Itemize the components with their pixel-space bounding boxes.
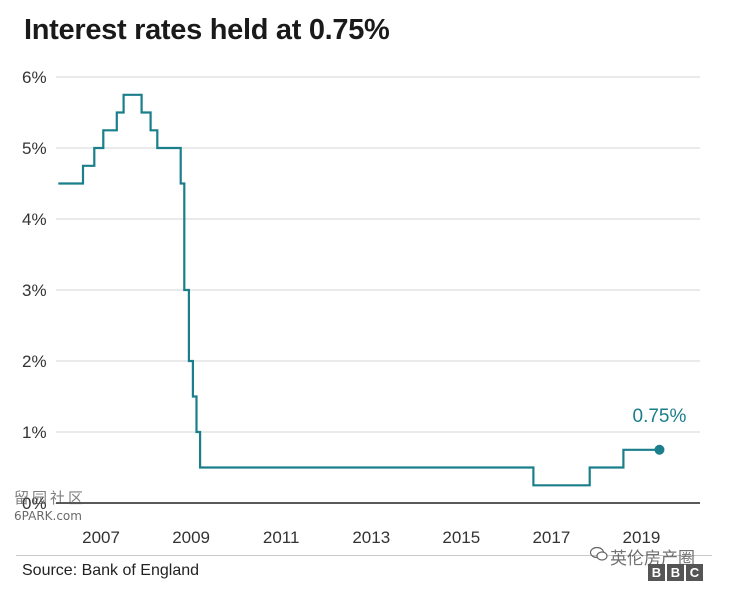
y-tick-label: 5% — [22, 139, 47, 158]
watermark-6park: 留园社区 6PARK.com — [14, 487, 100, 527]
watermark-wechat: 英伦房产圈 B B C — [590, 544, 710, 584]
x-tick-label: 2015 — [442, 528, 480, 547]
y-tick-label: 0% — [22, 494, 47, 513]
y-tick-label: 1% — [22, 423, 47, 442]
source-divider — [16, 555, 712, 556]
chart-title: Interest rates held at 0.75% — [24, 14, 390, 46]
y-tick-label: 2% — [22, 352, 47, 371]
gridlines — [56, 76, 700, 504]
watermark-6park-url: 6PARK.com — [14, 509, 82, 523]
y-tick-label: 3% — [22, 281, 47, 300]
source-note: Source: Bank of England — [22, 562, 200, 579]
x-tick-label: 2013 — [352, 528, 390, 547]
x-tick-label: 2019 — [623, 528, 661, 547]
bbc-letter: B — [648, 564, 665, 581]
bbc-logo: B B C — [648, 564, 703, 581]
x-tick-label: 2011 — [263, 528, 300, 547]
x-tick-label: 2009 — [172, 528, 210, 547]
bbc-letter: B — [667, 564, 684, 581]
x-tick-label: 2017 — [532, 528, 570, 547]
y-axis-ticks: 0% 1% 2% 3% 4% 5% 6% — [22, 68, 47, 513]
x-axis-ticks: 2007 2009 2011 2013 2015 2017 2019 — [82, 528, 660, 547]
y-tick-label: 6% — [22, 68, 47, 87]
end-point-marker — [654, 444, 665, 455]
y-tick-label: 4% — [22, 210, 47, 229]
watermark-wechat-text: 英伦房产圈 — [610, 549, 695, 568]
watermark-6park-cn: 留园社区 — [14, 489, 87, 507]
end-value-label: 0.75% — [633, 406, 687, 427]
bbc-letter: C — [686, 564, 703, 581]
bank-rate-line — [58, 93, 660, 487]
wechat-icon — [590, 546, 608, 561]
x-tick-label: 2007 — [82, 528, 120, 547]
